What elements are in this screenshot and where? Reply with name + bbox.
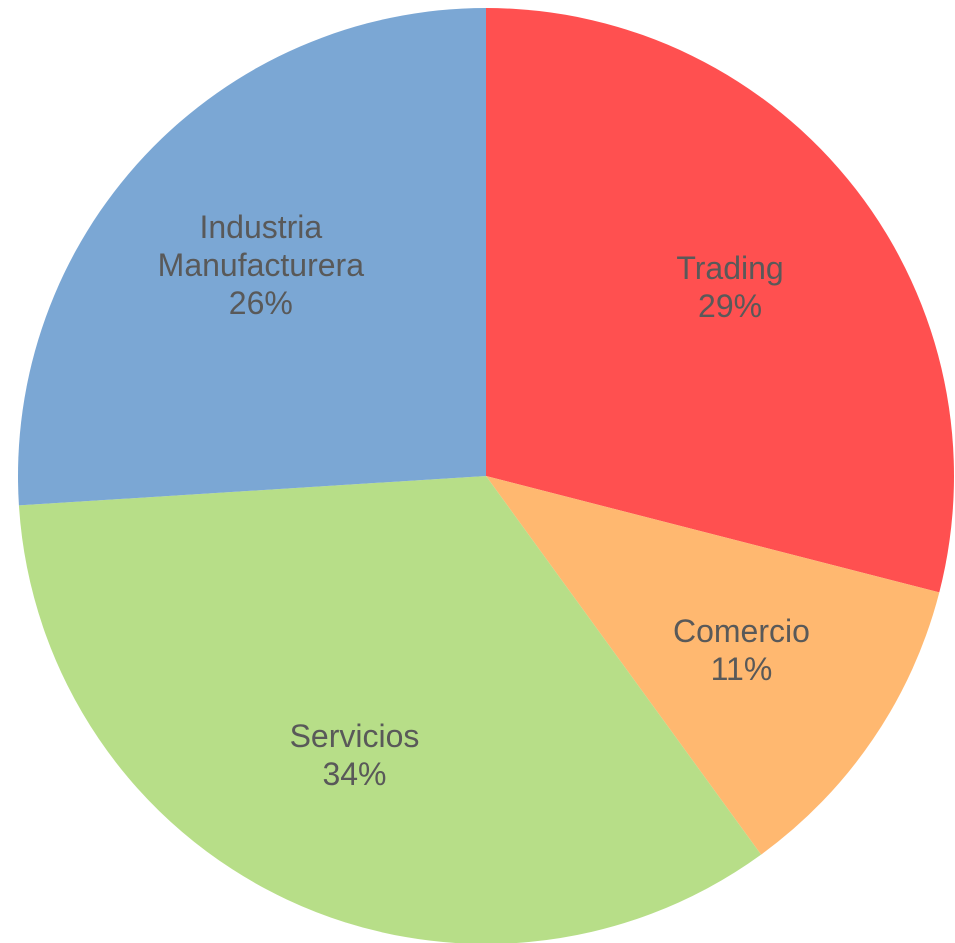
category-label: Servicios [289, 718, 420, 755]
category-label: Industria Manufacturera [157, 208, 364, 283]
category-label: Trading [676, 249, 784, 286]
value-label: 34% [322, 756, 387, 793]
value-label: 29% [698, 287, 763, 324]
category-label: Comercio [672, 612, 810, 649]
value-label: 26% [228, 284, 293, 321]
slice-label: Comercio 11% [596, 612, 886, 688]
slice-label: Trading 29% [585, 249, 875, 325]
slice-label: Industria Manufacturera 26% [116, 208, 406, 322]
pie-slice [486, 476, 940, 855]
value-label: 11% [710, 650, 773, 687]
pie-slice [486, 8, 955, 593]
pie-slice [17, 8, 486, 506]
pie-slice [18, 476, 762, 943]
slice-label: Servicios 34% [209, 717, 499, 793]
